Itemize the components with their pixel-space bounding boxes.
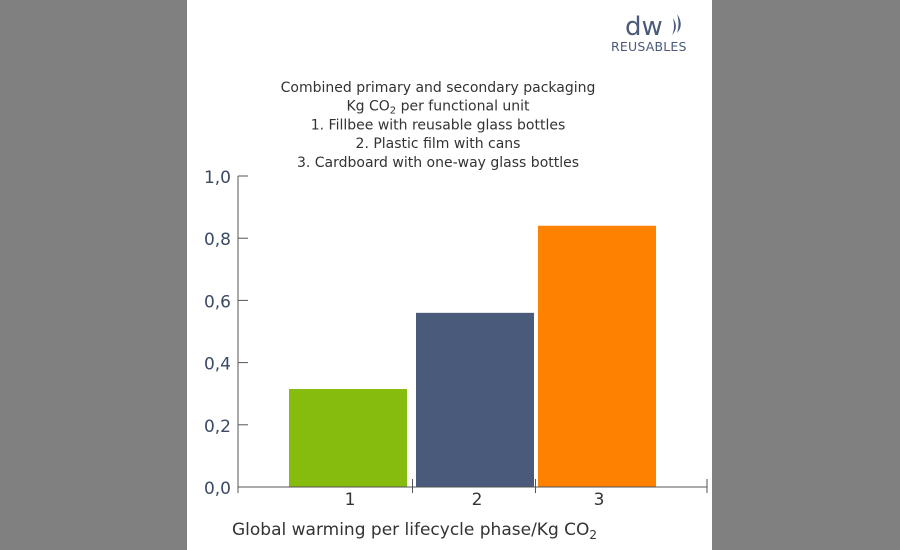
bar-2	[416, 312, 534, 487]
y-tick-label: 0,6	[204, 292, 231, 312]
title-line: Combined primary and secondary packaging	[281, 80, 596, 96]
logo-wave-icon	[672, 18, 676, 35]
y-tick-label: 1,0	[204, 168, 231, 188]
logo-wave-icon	[677, 14, 681, 33]
title-line: 2. Plastic film with cans	[356, 136, 521, 152]
title-line: Kg CO2 per functional unit	[346, 99, 530, 117]
x-tick-label: 3	[594, 490, 605, 510]
x-axis-label: Global warming per lifecycle phase/Kg CO…	[232, 520, 597, 542]
title-line: 3. Cardboard with one-way glass bottles	[297, 155, 579, 171]
bar-1	[289, 389, 407, 487]
y-tick-label: 0,4	[204, 355, 231, 375]
logo-mark: dw	[625, 12, 663, 42]
chart-panel: dw REUSABLES Combined primary and second…	[187, 0, 712, 550]
bars	[289, 225, 656, 487]
x-axis-label-group: Global warming per lifecycle phase/Kg CO…	[232, 520, 597, 542]
chart-title: Combined primary and secondary packaging…	[281, 80, 596, 171]
y-tick-label: 0,8	[204, 230, 231, 250]
x-tick-label: 1	[345, 490, 356, 510]
x-tick-label: 2	[472, 490, 483, 510]
dw-reusables-logo: dw REUSABLES	[611, 12, 687, 54]
title-line: 1. Fillbee with reusable glass bottles	[311, 117, 566, 133]
x-axis: 1 2 3	[237, 479, 708, 510]
bar-3	[538, 225, 656, 487]
y-tick-label: 0,0	[204, 479, 231, 499]
y-axis: 0,0 0,2 0,4 0,6 0,8 1,0	[204, 168, 248, 499]
y-tick-label: 0,2	[204, 417, 231, 437]
bar-chart: dw REUSABLES Combined primary and second…	[204, 12, 708, 542]
logo-text: REUSABLES	[611, 39, 687, 54]
